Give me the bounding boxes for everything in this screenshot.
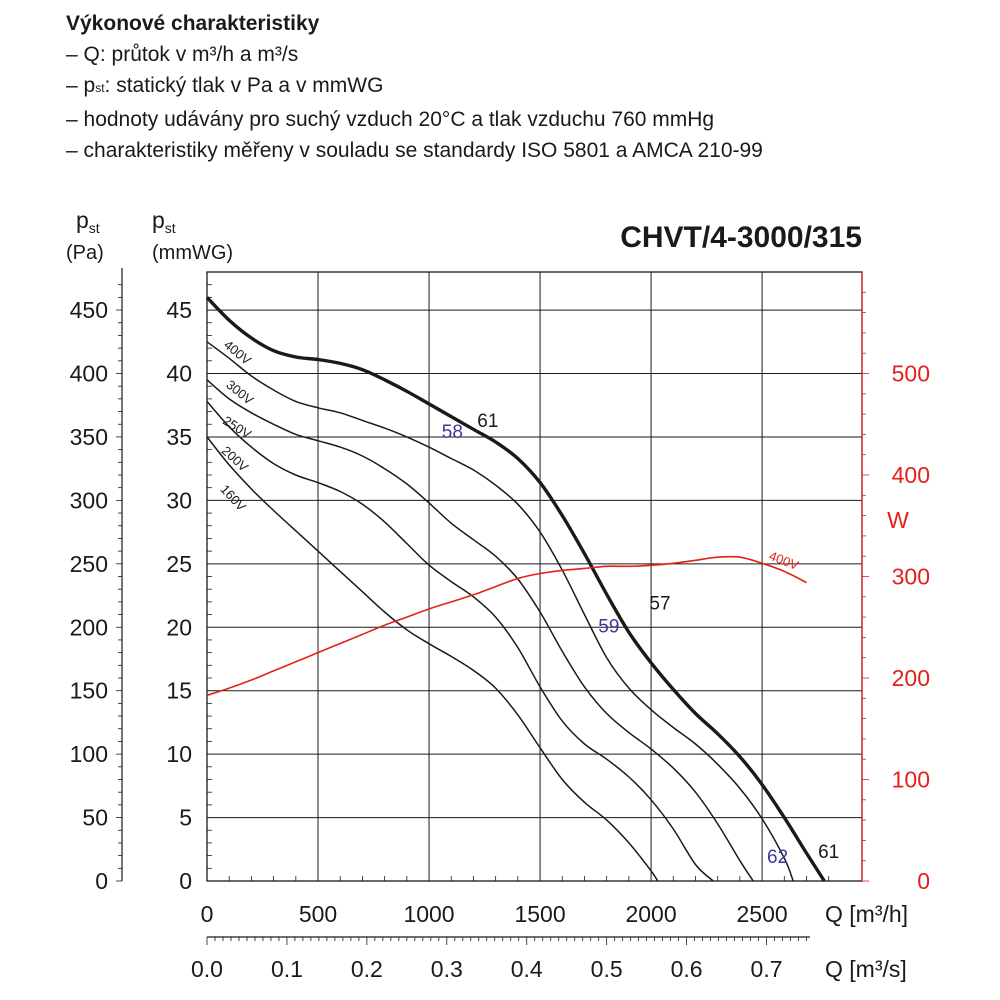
chart-title: CHVT/4-3000/315 [620,221,862,254]
y-tick-pa: 400 [70,361,108,387]
pressure-curve-label: 250V [220,413,254,442]
header-line-standards: – charakteristiky měřeny v souladu se st… [66,139,763,162]
x-tick-m3h: 2000 [625,901,676,927]
y-tick-power: 500 [892,361,930,387]
pressure-curve-200v [206,400,714,882]
power-curve-400v [206,555,807,697]
pressure-curve-160v [206,436,659,882]
y-tick-pa: 350 [70,424,108,450]
x-tick-m3s: 0.1 [271,956,303,982]
y-axis-mmwg-label-sub: st [165,220,176,236]
y-tick-pa: 50 [82,805,108,831]
pressure-curve-label: 400V [221,337,254,368]
y-tick-power: 200 [892,665,930,691]
x-tick-m3s: 0.0 [191,956,223,982]
y-tick-pa: 300 [70,487,108,513]
power-curve-label: 400V [767,548,801,573]
y-tick-pa: 100 [70,741,108,767]
x-tick-m3s: 0.3 [431,956,463,982]
header-title: Výkonové charakteristiky [66,12,320,35]
y-tick-mmwg: 30 [166,487,192,513]
x-tick-m3h: 500 [299,901,337,927]
y-axis-mmwg-label: pst (mmWG) [152,207,233,264]
point-label: 61 [818,842,839,863]
y-tick-mmwg: 5 [179,805,192,831]
y-tick-power: 400 [892,462,930,488]
y-axis-pa-label-sub: st [89,220,100,236]
svg-text:pst: pst [76,207,100,236]
x-tick-m3s: 0.5 [591,956,623,982]
header-line-pressure: – pst: statický tlak v Pa a v mmWG [66,70,966,104]
x-tick-m3h: 2500 [736,901,787,927]
y-axis-pa-label-p: p [76,207,89,233]
point-label: 62 [767,847,788,868]
pressure-curve-label: 300V [223,377,256,408]
y-axis-mmwg-unit: (mmWG) [152,242,233,264]
pressure-curve-label: 160V [217,482,249,515]
grid [206,271,863,882]
x-tick-m3s: 0.4 [511,956,543,982]
y-tick-pa: 0 [95,868,108,894]
y-tick-power: 0 [917,868,930,894]
header-line-flow: – Q: průtok v m³/h a m³/s [66,43,299,66]
point-label: 58 [442,422,463,443]
pressure-curve-300v [206,341,794,882]
x-axis-m3s-label: Q [m³/s] [825,956,907,982]
y-tick-mmwg: 0 [179,868,192,894]
point-label: 59 [598,616,619,637]
y-tick-mmwg: 15 [166,678,192,704]
y-tick-pa: 250 [70,551,108,577]
y-tick-mmwg: 25 [166,551,192,577]
header-line-pressure-p: – p [66,74,96,97]
y-axis-pa-unit: (Pa) [66,242,104,264]
x-axis-m3h-label: Q [m³/h] [825,901,908,927]
x-tick-m3s: 0.6 [671,956,703,982]
y-tick-mmwg: 45 [166,297,192,323]
y-axis-power-label: W [887,507,909,533]
pressure-curve-400v [205,296,826,882]
x-tick-m3h: 0 [201,901,214,927]
y-tick-power: 300 [892,564,930,590]
pressure-curve-250v [206,379,754,882]
y-tick-pa: 200 [70,614,108,640]
y-tick-pa: 450 [70,297,108,323]
y-tick-mmwg: 10 [166,741,192,767]
x-tick-m3h: 1000 [403,901,454,927]
y-tick-mmwg: 40 [166,361,192,387]
x-tick-m3s: 0.7 [751,956,783,982]
x-tick-m3h: 1500 [514,901,565,927]
header-line-pressure-rest: : statický tlak v Pa a v mmWG [104,74,384,97]
header-line-conditions: – hodnoty udávány pro suchý vzduch 20°C … [66,108,715,131]
y-tick-mmwg: 20 [166,614,192,640]
y-tick-mmwg: 35 [166,424,192,450]
point-label: 61 [477,411,498,432]
y-axis-mmwg-label-p: p [152,207,165,233]
y-tick-pa: 150 [70,678,108,704]
y-axis-pa-label: pst (Pa) [66,207,104,264]
curves [205,296,826,882]
svg-text:pst: pst [152,207,176,236]
point-label: 57 [649,593,670,614]
chart-header: Výkonové charakteristiky – Q: průtok v m… [66,8,966,166]
axes: 0 500 1000 1500 2000 250005101520253035404505… [70,268,930,982]
header-line-pressure-sub: st [95,81,105,95]
x-tick-m3s: 0.2 [351,956,383,982]
y-tick-power: 100 [892,767,930,793]
